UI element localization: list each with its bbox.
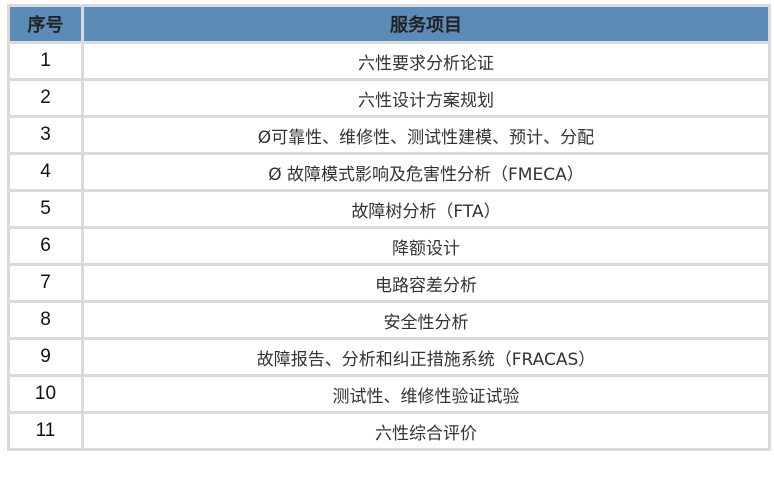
- header-index: 序号: [7, 4, 84, 44]
- row-service-item: 降额设计: [81, 226, 771, 266]
- row-service-item: 六性综合评价: [81, 411, 771, 451]
- row-service-item: Ø 故障模式影响及危害性分析（FMECA）: [81, 152, 771, 192]
- table-row: 9 故障报告、分析和纠正措施系统（FRACAS）: [7, 337, 771, 377]
- row-index: 8: [7, 300, 84, 340]
- table-row: 10 测试性、维修性验证试验: [7, 374, 771, 414]
- table-row: 5 故障树分析（FTA）: [7, 189, 771, 229]
- header-service-item: 服务项目: [81, 4, 771, 44]
- table-row: 8 安全性分析: [7, 300, 771, 340]
- row-index: 10: [7, 374, 84, 414]
- table-row: 2 六性设计方案规划: [7, 78, 771, 118]
- table-row: 11 六性综合评价: [7, 411, 771, 451]
- row-service-item: 六性设计方案规划: [81, 78, 771, 118]
- row-service-item: Ø可靠性、维修性、测试性建模、预计、分配: [81, 115, 771, 155]
- row-index: 6: [7, 226, 84, 266]
- row-service-item: 故障树分析（FTA）: [81, 189, 771, 229]
- row-index: 4: [7, 152, 84, 192]
- row-service-item: 故障报告、分析和纠正措施系统（FRACAS）: [81, 337, 771, 377]
- row-service-item: 六性要求分析论证: [81, 41, 771, 81]
- row-service-item: 测试性、维修性验证试验: [81, 374, 771, 414]
- row-service-item: 电路容差分析: [81, 263, 771, 303]
- row-index: 1: [7, 41, 84, 81]
- table-row: 3 Ø可靠性、维修性、测试性建模、预计、分配: [7, 115, 771, 155]
- table-row: 7 电路容差分析: [7, 263, 771, 303]
- row-index: 11: [7, 411, 84, 451]
- row-index: 7: [7, 263, 84, 303]
- row-index: 5: [7, 189, 84, 229]
- table-row: 1 六性要求分析论证: [7, 41, 771, 81]
- row-index: 9: [7, 337, 84, 377]
- row-service-item: 安全性分析: [81, 300, 771, 340]
- service-table: 序号 服务项目 1 六性要求分析论证 2 六性设计方案规划 3 Ø可靠性、维修性、测试性建…: [7, 4, 771, 451]
- table-header-row: 序号 服务项目: [7, 4, 771, 44]
- table-row: 6 降额设计: [7, 226, 771, 266]
- row-index: 2: [7, 78, 84, 118]
- row-index: 3: [7, 115, 84, 155]
